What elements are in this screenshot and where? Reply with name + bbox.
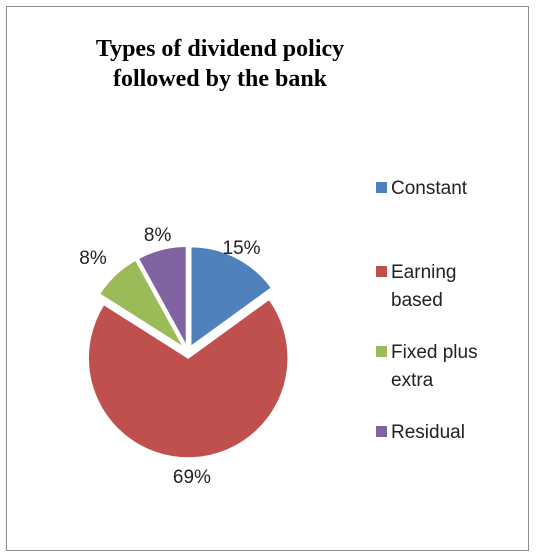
- chart-title-line-1: Types of dividend policy: [95, 36, 345, 62]
- legend-swatch-residual: [376, 426, 387, 437]
- legend-item-constant: Constant: [376, 175, 511, 203]
- legend-swatch-fixed-plus-extra: [376, 346, 387, 357]
- pie-slice-fixed-plus-extra: [98, 258, 185, 349]
- data-label-residual: 8%: [144, 225, 172, 246]
- data-label-fixed-plus-extra: 8%: [79, 248, 107, 269]
- pie-slice-earning-based: [87, 298, 289, 459]
- legend-label-earning-based: Earning based: [391, 262, 457, 311]
- legend-label-constant: Constant: [391, 178, 468, 199]
- legend-label-fixed-plus-extra: Fixed plus extra: [391, 342, 478, 391]
- pie-data-labels: 15% 69% 8% 8%: [79, 225, 260, 488]
- legend-swatch-constant: [376, 182, 387, 193]
- pie-slice-residual: [137, 245, 188, 347]
- legend-item-earning-based: Earning based: [376, 259, 511, 315]
- legend-item-fixed-plus-extra: Fixed plus extra: [376, 339, 511, 395]
- legend-label-residual: Residual: [391, 422, 465, 443]
- pie-slices: [87, 245, 289, 459]
- legend-swatch-earning-based: [376, 266, 387, 277]
- chart-area: [6, 6, 529, 551]
- data-label-earning-based: 69%: [173, 467, 211, 488]
- pie-slice-constant: [189, 245, 273, 349]
- chart-title-line-2: followed by the bank: [112, 66, 328, 92]
- legend-item-residual: Residual: [376, 419, 511, 447]
- chart-title: Types of dividend policy followed by the…: [30, 34, 410, 94]
- data-label-constant: 15%: [223, 238, 261, 259]
